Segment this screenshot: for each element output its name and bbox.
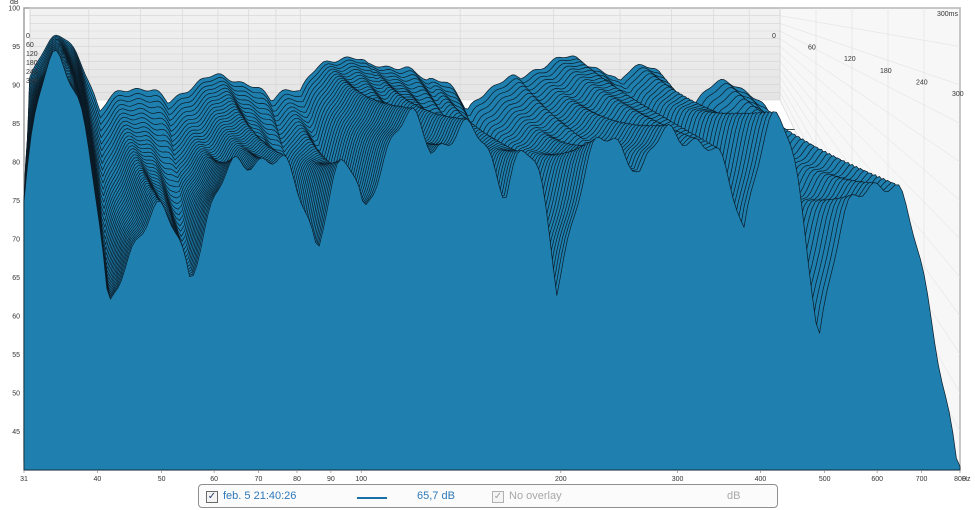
grid-line-y-side [779, 38, 961, 163]
plot-axes: 31 40 50 60 70 80 90 100 200 300 400 500 600 700 800Hz… [8, 0, 971, 483]
z-tick-label-right: 180 [880, 68, 892, 75]
x-tick-label: 90 [327, 476, 335, 483]
waterfall-slices [23, 34, 961, 471]
grid-line-y-side [779, 46, 961, 201]
waterfall-slice [23, 50, 961, 471]
waterfall-plot: 31 40 50 60 70 80 90 100 200 300 400 500 600 700 800Hz… [8, 0, 971, 483]
x-unit-label: Hz [962, 476, 971, 483]
z-tick-label-left: 300 [26, 78, 38, 85]
x-tick-label: 400 [755, 476, 767, 483]
grid-line-y-side [779, 30, 961, 124]
overlay-unit: dB [727, 490, 741, 502]
z-tick-label-right: 240 [916, 79, 928, 86]
y-tick-label: 70 [12, 237, 20, 244]
x-tick-label: 50 [158, 476, 166, 483]
grid-line-y-side [779, 23, 961, 86]
x-tick-label: 200 [555, 476, 567, 483]
x-tick-label: 300 [672, 476, 684, 483]
grid-line-y-side [779, 15, 961, 47]
x-tick-label: 80 [293, 476, 301, 483]
x-tick-label: 500 [819, 476, 831, 483]
x-tick-label: 60 [210, 476, 218, 483]
z-tick-label-left: 0 [26, 33, 30, 40]
y-tick-label: 95 [12, 44, 20, 51]
x-tick-label: 40 [93, 476, 101, 483]
x-tick-label: 70 [255, 476, 263, 483]
z-tick-label-right: 300 [952, 91, 964, 98]
y-tick-label: 80 [12, 160, 20, 167]
x-tick-label: 100 [355, 476, 367, 483]
y-tick-label: 85 [12, 121, 20, 128]
series-value: 65,7 dB [417, 490, 455, 502]
x-tick-label: 700 [916, 476, 928, 483]
z-tick-label-left: 120 [26, 51, 38, 58]
y-tick-label: 60 [12, 314, 20, 321]
x-tick-label: 600 [871, 476, 883, 483]
y-tick-label: 45 [12, 429, 20, 436]
z-tick-label-right: 0 [772, 33, 776, 40]
series-checkbox[interactable]: ✓ [206, 491, 218, 503]
z-tick-label-left: 240 [26, 69, 38, 76]
y-unit-label: dB [10, 0, 19, 6]
x-tick-label: 31 [20, 476, 28, 483]
z-max-label: 300ms [937, 11, 959, 18]
z-tick-label-left: 60 [26, 42, 34, 49]
grid-line-y-side [779, 53, 961, 240]
y-tick-label: 100 [8, 6, 20, 13]
overlay-label[interactable]: No overlay [509, 490, 562, 502]
y-tick-label: 50 [12, 391, 20, 398]
y-tick-label: 90 [12, 83, 20, 90]
y-tick-label: 55 [12, 352, 20, 359]
z-tick-label-right: 120 [844, 56, 856, 63]
z-tick-label-left: 180 [26, 60, 38, 67]
y-tick-label: 75 [12, 198, 20, 205]
y-tick-label: 65 [12, 275, 20, 282]
x-tick-label: 800 [954, 476, 966, 483]
series-label[interactable]: feb. 5 21:40:26 [223, 490, 297, 502]
series-line-swatch [357, 497, 387, 499]
overlay-checkbox[interactable]: ✓ [492, 491, 504, 503]
grid-line-y-side [779, 61, 961, 278]
z-tick-label-right: 60 [808, 45, 816, 52]
legend-bar: ✓ feb. 5 21:40:26 65,7 dB ✓ No overlay d… [198, 484, 778, 508]
